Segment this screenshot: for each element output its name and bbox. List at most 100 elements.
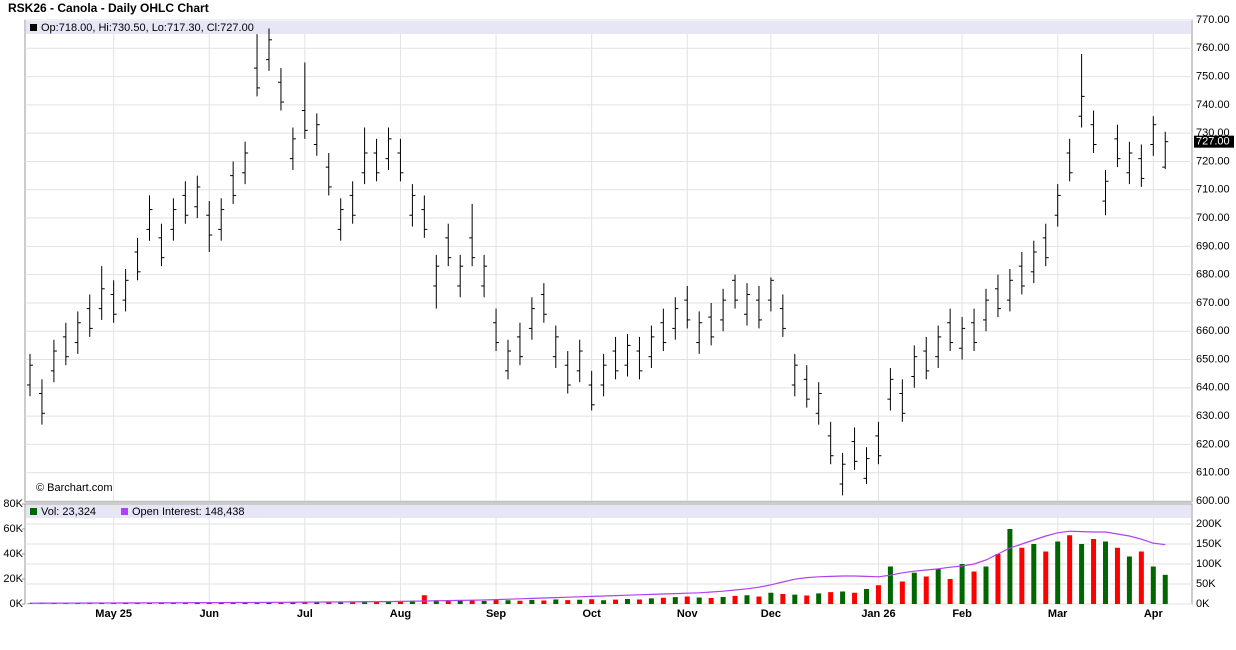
volume-bar [756,597,761,605]
x-tick-label: Aug [390,608,411,620]
volume-bar [995,554,1000,604]
volume-bar [637,600,642,605]
ohlc-legend: Op:718.00, Hi:730.50, Lo:717.30, Cl:727.… [41,22,254,34]
y-tick-label: 670.00 [1196,297,1230,309]
x-tick-label: Nov [677,608,699,620]
y-tick-label: 600.00 [1196,495,1230,507]
y-tick-label: 680.00 [1196,269,1230,281]
y2-tick-label: 200K [1196,518,1222,530]
last-price-label: 727.00 [1196,136,1230,148]
y-tick-label: 60K [3,523,23,535]
volume-bar [589,599,594,604]
volume-bar [852,593,857,604]
volume-bar [960,564,965,604]
volume-bar [1163,575,1168,604]
volume-bar [422,595,427,604]
y-tick-label: 720.00 [1196,155,1230,167]
y-tick-label: 710.00 [1196,184,1230,196]
volume-bar [828,592,833,604]
volume-bar [1019,548,1024,604]
volume-bar [1007,529,1012,604]
x-tick-label: Jul [297,608,313,620]
y-tick-label: 650.00 [1196,353,1230,365]
y-tick-label: 770.00 [1196,14,1230,26]
legend-swatch [121,508,128,515]
volume-bar [721,597,726,604]
volume-bar [948,579,953,604]
chart-title: RSK26 - Canola - Daily OHLC Chart [8,1,209,15]
volume-bar [733,596,738,604]
volume-bar [685,597,690,605]
y-tick-label: 660.00 [1196,325,1230,337]
oi-line [30,531,1165,603]
y-tick-label: 690.00 [1196,240,1230,252]
legend-swatch [30,24,37,31]
volume-bar [506,600,511,604]
legend-label: Open Interest: 148,438 [132,506,245,518]
volume-bar [900,582,905,605]
x-tick-label: Dec [761,608,781,620]
volume-bar [804,596,809,605]
volume-bar [529,600,534,604]
volume-bar [601,600,606,604]
volume-bar [1127,557,1132,605]
volume-bar [517,601,522,604]
volume-bar [553,600,558,605]
volume-bar [374,602,379,604]
volume-bar [494,600,499,604]
x-tick-label: May 25 [95,608,132,620]
volume-bar [924,577,929,605]
volume-bar [1139,552,1144,605]
volume-bar [649,598,654,604]
volume-bar [1115,548,1120,604]
volume-bar [912,573,917,604]
y-tick-label: 740.00 [1196,99,1230,111]
volume-bar [972,572,977,605]
y-tick-label: 760.00 [1196,42,1230,54]
volume-bar [1103,542,1108,605]
volume-bar [1055,542,1060,605]
y2-tick-label: 100K [1196,558,1222,570]
y2-tick-label: 150K [1196,538,1222,550]
volume-bar [1031,544,1036,604]
volume-bar [1151,567,1156,605]
y-tick-label: 640.00 [1196,382,1230,394]
volume-bar [984,567,989,605]
y-tick-label: 0K [10,598,24,610]
y-tick-label: 630.00 [1196,410,1230,422]
volume-bar [876,585,881,604]
volume-bar [745,595,750,604]
volume-bar [482,601,487,604]
volume-bar [661,598,666,604]
x-tick-label: Jun [199,608,219,620]
volume-bar [1091,539,1096,604]
y-tick-label: 750.00 [1196,70,1230,82]
volume-bar [780,594,785,604]
volume-bar [625,599,630,604]
y2-tick-label: 0K [1196,598,1210,610]
legend-label: Vol: 23,324 [41,506,96,518]
volume-bar [541,601,546,605]
volume-bar [565,600,570,604]
legend-swatch [30,508,37,515]
y-tick-label: 620.00 [1196,438,1230,450]
volume-bar [888,567,893,605]
x-tick-label: Apr [1144,608,1164,620]
y2-tick-label: 50K [1196,578,1216,590]
x-tick-label: Oct [582,608,601,620]
credit: © Barchart.com [36,482,113,494]
y-tick-label: 20K [3,573,23,585]
volume-bar [768,593,773,604]
volume-bar [709,598,714,604]
volume-bar [1067,535,1072,604]
volume-frame [25,504,1192,604]
x-tick-label: Feb [952,608,972,620]
volume-bar [816,593,821,604]
price-frame [25,20,1192,502]
volume-bar [864,589,869,604]
y-tick-label: 40K [3,548,23,560]
volume-bar [577,600,582,604]
volume-bar [840,592,845,605]
